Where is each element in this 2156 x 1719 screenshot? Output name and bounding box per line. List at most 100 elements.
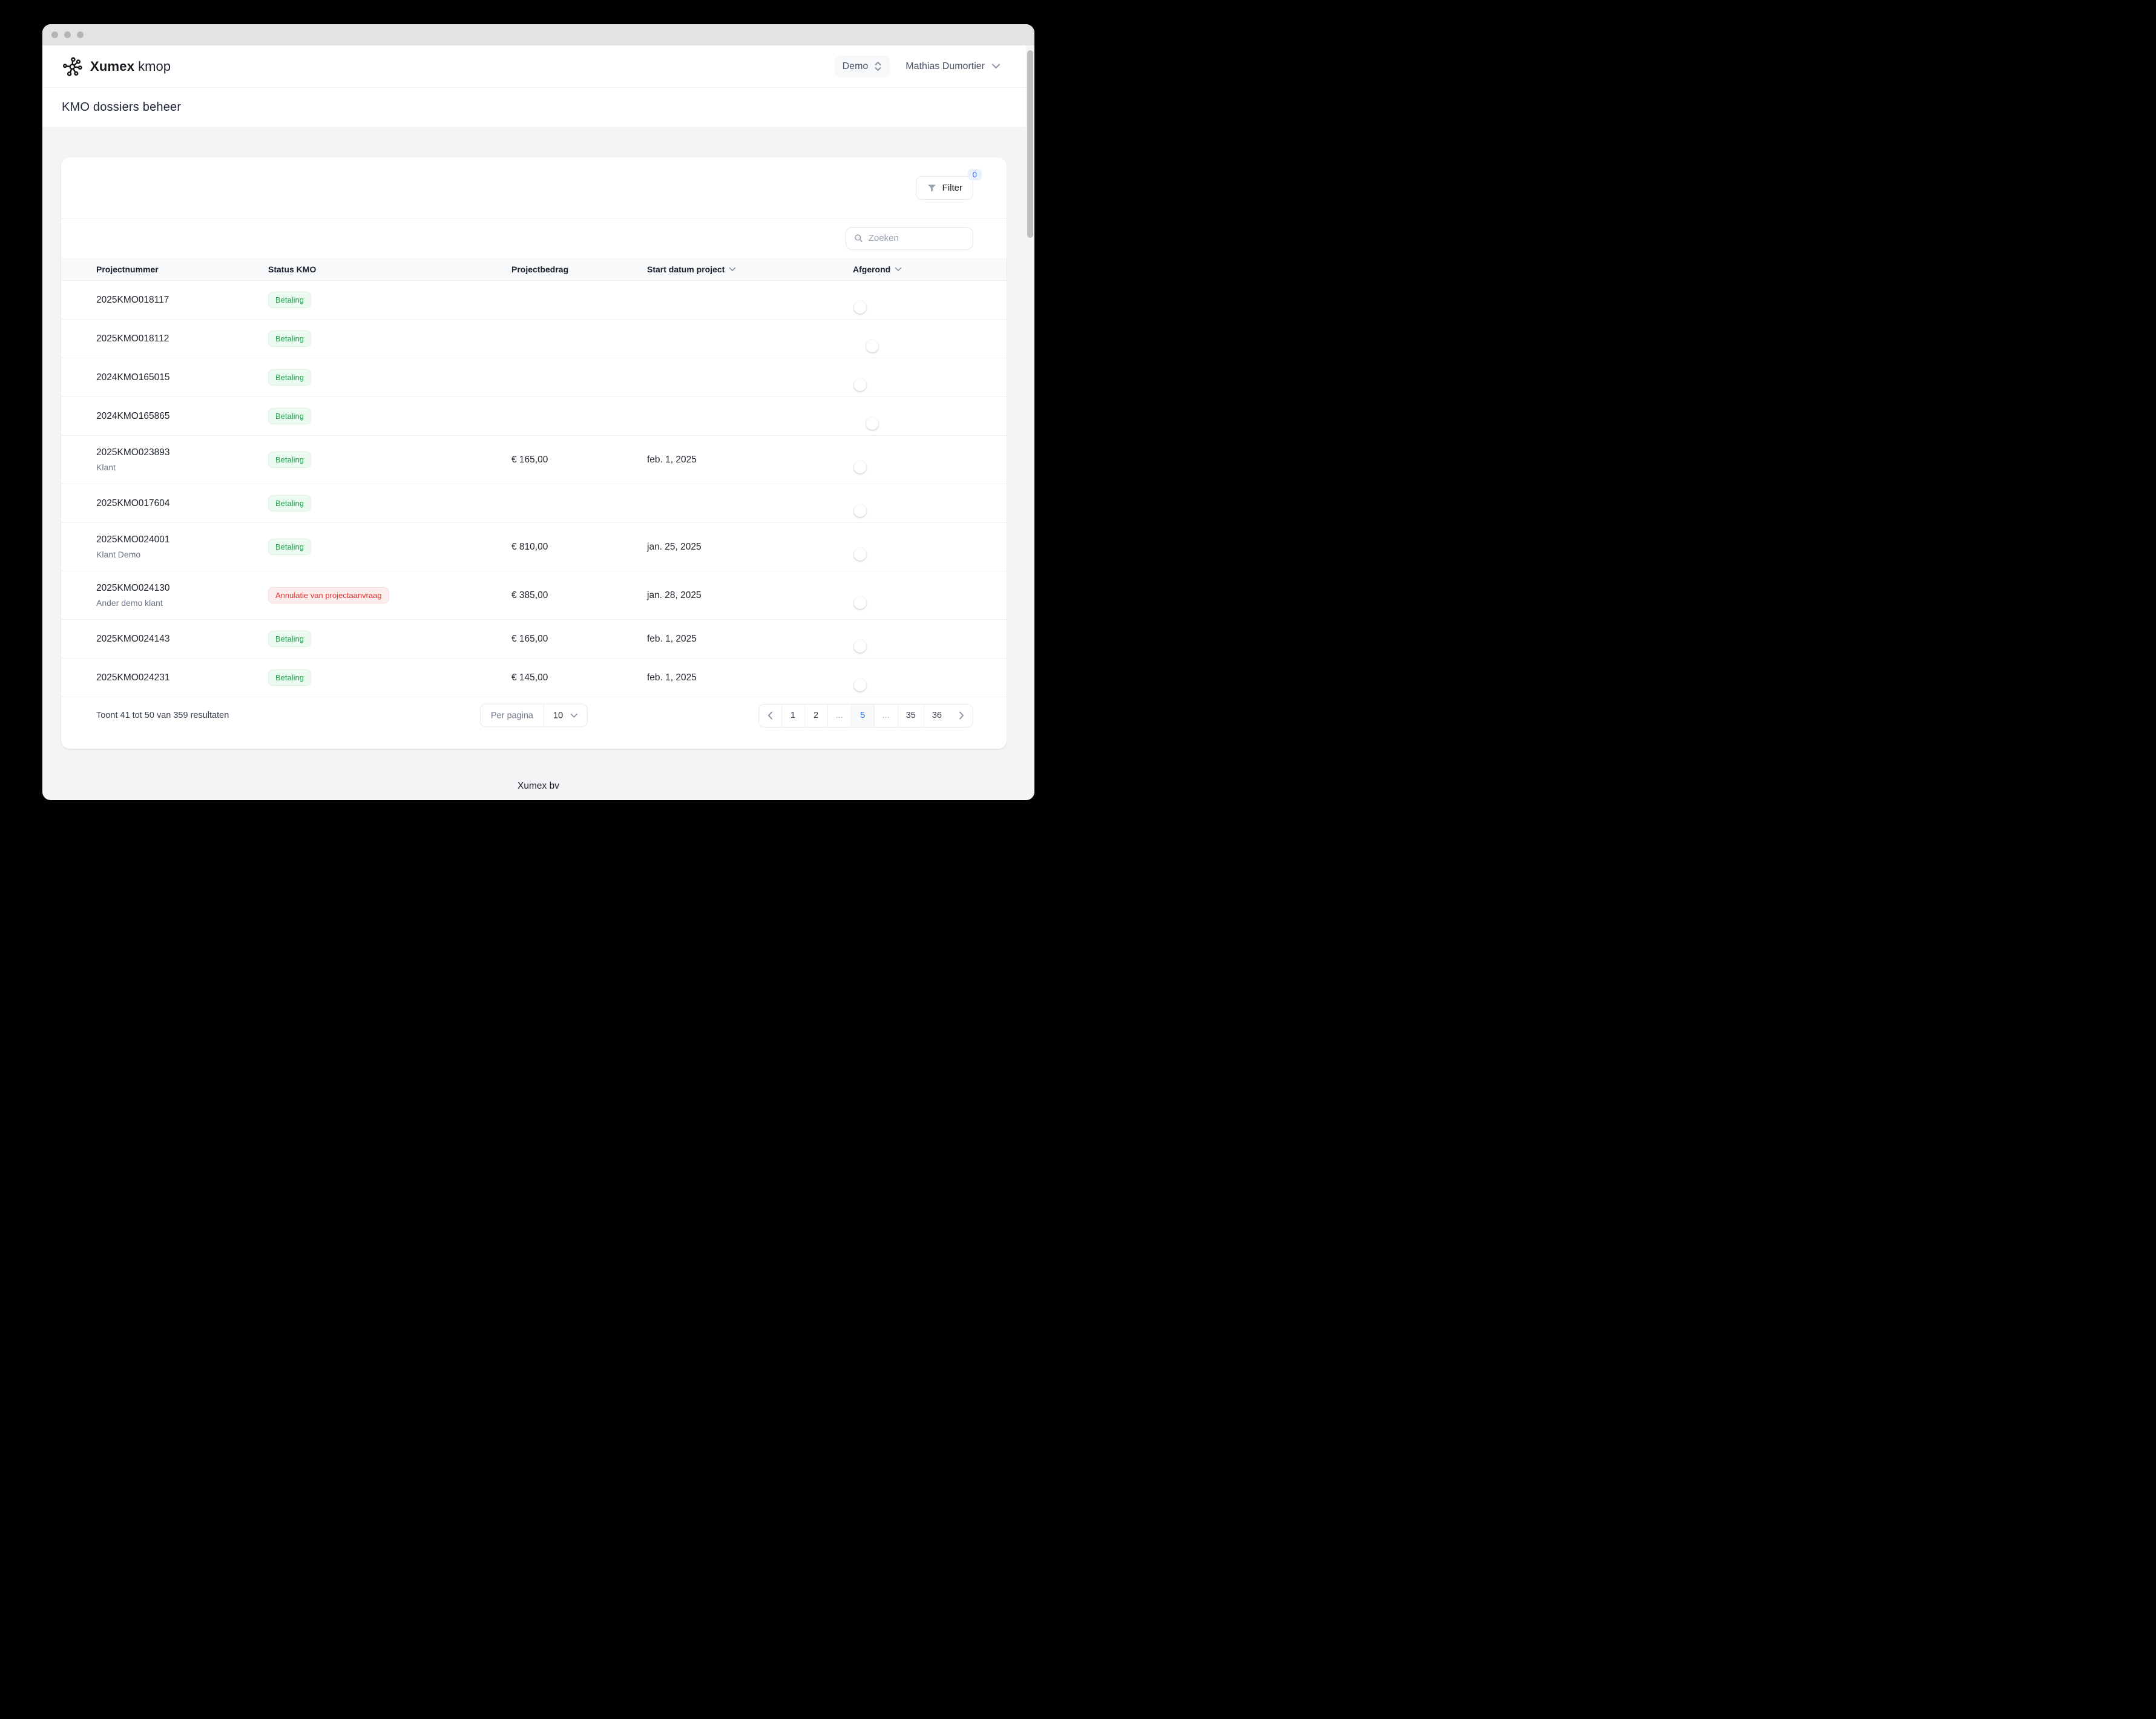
window-control-dot[interactable]	[77, 31, 84, 38]
next-page-button[interactable]	[950, 704, 973, 727]
status-badge: Annulatie van projectaanvraag	[268, 587, 389, 604]
page-ellipsis: ...	[827, 704, 852, 727]
dossiers-card: Filter 0 Projectnummer Status KMO Projec…	[61, 157, 1007, 749]
status-badge: Betaling	[268, 291, 311, 309]
column-header-start-datum[interactable]: Start datum project	[647, 265, 853, 274]
main-content: Filter 0 Projectnummer Status KMO Projec…	[42, 128, 1034, 800]
previous-page-button[interactable]	[758, 704, 782, 727]
project-number: 2025KMO023893	[96, 447, 170, 458]
page-buttons-container: 1 2... 5... 35 36	[781, 704, 950, 727]
results-summary: Toont 41 tot 50 van 359 resultaten	[96, 711, 229, 720]
per-page-value: 10	[553, 711, 564, 720]
footer: Xumex bv	[42, 781, 1034, 792]
filter-label: Filter	[942, 182, 962, 193]
scrollbar-track	[1026, 45, 1034, 800]
table-row: 2025KMO018117 Betaling	[61, 281, 1007, 320]
page-button-5[interactable]: 5	[851, 704, 875, 727]
toggle-knob	[866, 340, 878, 352]
status-badge: Betaling	[268, 669, 311, 686]
table-row: 2024KMO165015 Betaling	[61, 358, 1007, 397]
brand-suffix: kmop	[138, 58, 171, 74]
window-titlebar	[42, 24, 1034, 45]
toggle-knob	[854, 548, 866, 560]
app-window: Xumex kmop Demo Mathias Dumortier KMO dos…	[42, 24, 1034, 800]
project-amount: € 810,00	[511, 541, 548, 552]
project-amount: € 165,00	[511, 633, 548, 644]
project-number: 2024KMO165015	[96, 372, 170, 383]
toggle-knob	[866, 417, 878, 430]
per-page-label: Per pagina	[481, 704, 544, 727]
toggle-knob	[854, 679, 866, 691]
project-amount: € 385,00	[511, 590, 548, 600]
page-button-36[interactable]: 36	[924, 704, 950, 727]
project-amount: € 145,00	[511, 672, 548, 683]
client-name: Klant Demo	[96, 550, 141, 559]
page-button-35[interactable]: 35	[898, 704, 924, 727]
table-row: 2025KMO024130 Ander demo klant Annulatie…	[61, 571, 1007, 620]
project-number: 2025KMO024231	[96, 672, 170, 683]
pagination-bar: Toont 41 tot 50 van 359 resultaten Per p…	[61, 697, 1007, 734]
project-number: 2025KMO018112	[96, 333, 169, 344]
funnel-icon	[927, 184, 936, 192]
table-header-row: Projectnummer Status KMO Projectbedrag S…	[61, 258, 1007, 281]
filter-button[interactable]: Filter 0	[915, 168, 982, 200]
chevron-down-icon	[992, 64, 1000, 68]
column-header-status-kmo: Status KMO	[268, 264, 317, 274]
page-ellipsis: ...	[874, 704, 898, 727]
project-number: 2025KMO024130	[96, 583, 170, 593]
table-row: 2025KMO017604 Betaling	[61, 484, 1007, 523]
start-date: feb. 1, 2025	[647, 672, 697, 683]
project-amount: € 165,00	[511, 454, 548, 465]
workspace-name: Demo	[842, 61, 869, 71]
project-number: 2025KMO024001	[96, 534, 170, 545]
search-toolbar	[61, 219, 1007, 258]
per-page-control: Per pagina 10	[479, 703, 588, 728]
chevron-down-icon	[571, 713, 578, 718]
project-number: 2025KMO024143	[96, 633, 170, 644]
project-number: 2024KMO165865	[96, 410, 170, 421]
table-row: 2025KMO023893 Klant Betaling € 165,00 fe…	[61, 436, 1007, 484]
toggle-knob	[854, 596, 866, 609]
page-title-bar: KMO dossiers beheer	[42, 88, 1034, 128]
filter-toolbar: Filter 0	[61, 157, 1007, 219]
project-number: 2025KMO017604	[96, 498, 170, 508]
window-control-dot[interactable]	[64, 31, 71, 38]
start-date: jan. 25, 2025	[647, 541, 702, 552]
sort-chevron-icon	[895, 267, 902, 271]
xumex-network-icon	[62, 57, 82, 76]
page-button-1[interactable]: 1	[781, 704, 805, 727]
search-input[interactable]	[868, 233, 965, 243]
column-header-afgerond[interactable]: Afgerond	[853, 265, 973, 274]
status-badge: Betaling	[268, 538, 311, 556]
search-box	[846, 226, 973, 250]
client-name: Klant	[96, 462, 116, 472]
column-header-projectbedrag: Projectbedrag	[511, 264, 569, 274]
toggle-knob	[854, 301, 866, 314]
scrollbar-thumb[interactable]	[1027, 50, 1033, 238]
page-title: KMO dossiers beheer	[62, 100, 182, 114]
search-icon	[855, 234, 863, 242]
table-row: 2025KMO024231 Betaling € 145,00 feb. 1, …	[61, 659, 1007, 697]
brand-logo: Xumex kmop	[62, 56, 171, 77]
user-menu[interactable]: Mathias Dumortier	[905, 61, 1001, 72]
column-header-projectnummer: Projectnummer	[96, 264, 159, 274]
table-row: 2025KMO024001 Klant Demo Betaling € 810,…	[61, 523, 1007, 571]
page-button-2[interactable]: 2	[804, 704, 828, 727]
per-page-select[interactable]: 10	[544, 705, 587, 727]
project-number: 2025KMO018117	[96, 294, 169, 305]
app-header: Xumex kmop Demo Mathias Dumortier	[42, 45, 1034, 88]
chevron-right-icon	[959, 711, 964, 720]
table-row: 2025KMO024143 Betaling € 165,00 feb. 1, …	[61, 620, 1007, 659]
chevron-updown-icon	[875, 62, 881, 71]
status-badge: Betaling	[268, 630, 311, 648]
workspace-selector[interactable]: Demo	[834, 55, 890, 77]
toggle-knob	[854, 640, 866, 652]
window-control-dot[interactable]	[51, 31, 58, 38]
start-date: feb. 1, 2025	[647, 633, 697, 644]
user-name: Mathias Dumortier	[905, 61, 985, 71]
pager: 1 2... 5... 35 36	[758, 703, 973, 728]
chevron-left-icon	[767, 711, 772, 720]
status-badge: Betaling	[268, 369, 311, 386]
table-row: 2024KMO165865 Betaling	[61, 397, 1007, 436]
company-name: Xumex bv	[518, 781, 559, 791]
